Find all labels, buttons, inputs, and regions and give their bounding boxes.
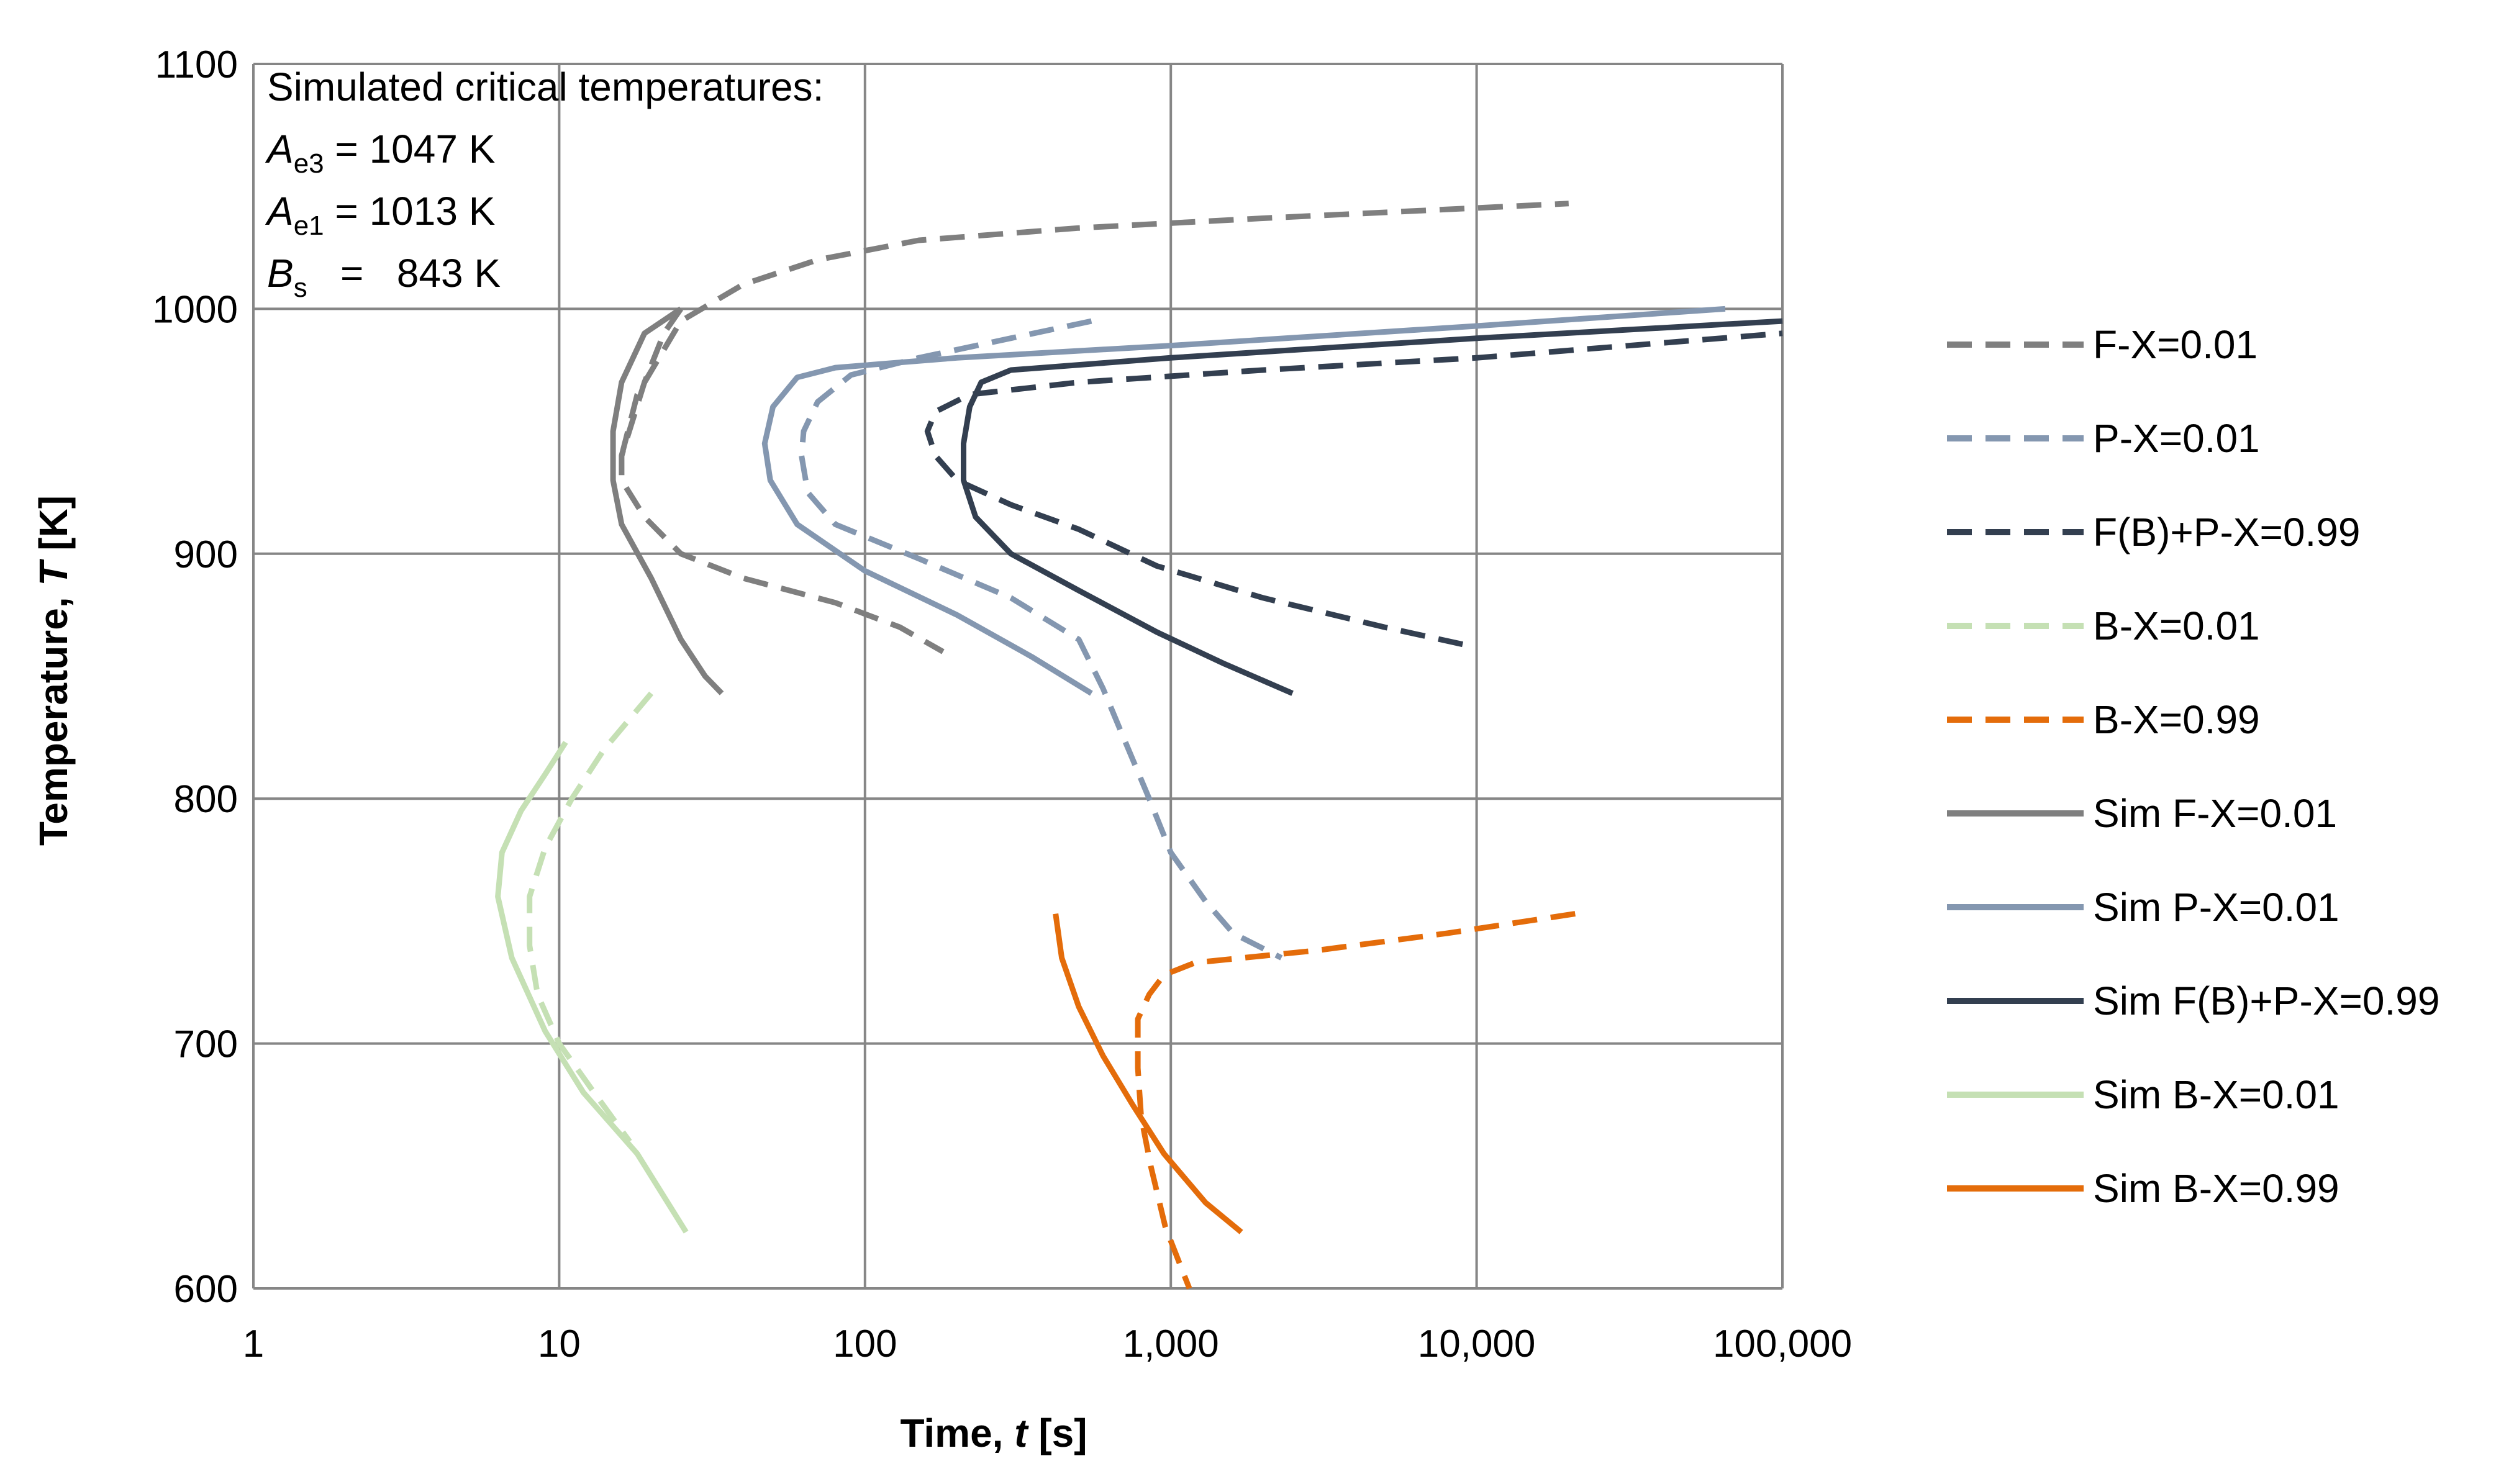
y-tick-label: 600 <box>174 1268 238 1311</box>
legend-label: Sim F(B)+P-X=0.99 <box>2093 979 2439 1023</box>
series-line-f-x-0-01-upper <box>619 201 1569 457</box>
series-lines <box>495 201 1783 1290</box>
y-tick-label: 900 <box>174 533 238 576</box>
series-line-p-x-0-01 <box>799 318 1283 961</box>
note-heading: Simulated critical temperatures: <box>267 65 824 109</box>
x-tick-label: 1 <box>243 1323 264 1365</box>
legend-label: Sim F-X=0.01 <box>2093 791 2337 836</box>
legend-label: F-X=0.01 <box>2093 322 2258 367</box>
x-tick-label: 100,000 <box>1713 1323 1852 1365</box>
legend-label: Sim B-X=0.99 <box>2093 1166 2339 1211</box>
y-tick-label: 700 <box>174 1023 238 1066</box>
series-line-sim-f-x-0-01 <box>610 306 724 695</box>
legend-label: B-X=0.99 <box>2093 697 2260 742</box>
legend-label: P-X=0.01 <box>2093 416 2260 461</box>
legend: F-X=0.01 P-X=0.01 F(B)+P-X=0.99 B-X=0.01 B-X… <box>1947 322 2439 1211</box>
y-tick-label: 1100 <box>155 43 238 86</box>
legend-label: Sim P-X=0.01 <box>2093 885 2339 930</box>
note-ae1: Ae1 = 1013 K <box>265 189 495 241</box>
legend-label: F(B)+P-X=0.99 <box>2093 510 2360 554</box>
note-bs: Bs = 843 K <box>267 251 501 303</box>
y-axis-title: Temperature, T [K] <box>31 495 76 846</box>
tick-labels: 1 10 100 1,000 10,000 100,000 600 700 800 900 1000… <box>152 43 1852 1365</box>
x-tick-label: 1,000 <box>1123 1323 1219 1365</box>
legend-label: Sim B-X=0.01 <box>2093 1072 2339 1117</box>
x-tick-label: 10 <box>538 1323 581 1365</box>
y-tick-label: 1000 <box>152 288 238 331</box>
series-line-sim-b-x-0-01 <box>495 741 689 1234</box>
critical-temperatures-note: Simulated critical temperatures: Ae3 = 1… <box>265 65 824 303</box>
series-line-sim-p-x-0-01 <box>761 305 1726 696</box>
series-line-f-b-p-x-0-99 <box>924 330 1783 648</box>
legend-label: B-X=0.01 <box>2093 604 2260 648</box>
series-line-sim-f-b-p-x-0-99 <box>961 318 1783 696</box>
y-tick-label: 800 <box>174 778 238 821</box>
series-line-b-x-0-99 <box>1135 911 1576 1290</box>
series-line-f-x-0-01 <box>619 307 945 654</box>
x-axis-title: Time, t [s] <box>900 1411 1087 1455</box>
note-ae3: Ae3 = 1047 K <box>265 127 495 179</box>
x-tick-label: 10,000 <box>1418 1323 1536 1365</box>
grid-lines <box>252 63 1784 1290</box>
x-tick-label: 100 <box>833 1323 897 1365</box>
series-line-sim-b-x-0-99 <box>1053 913 1243 1234</box>
